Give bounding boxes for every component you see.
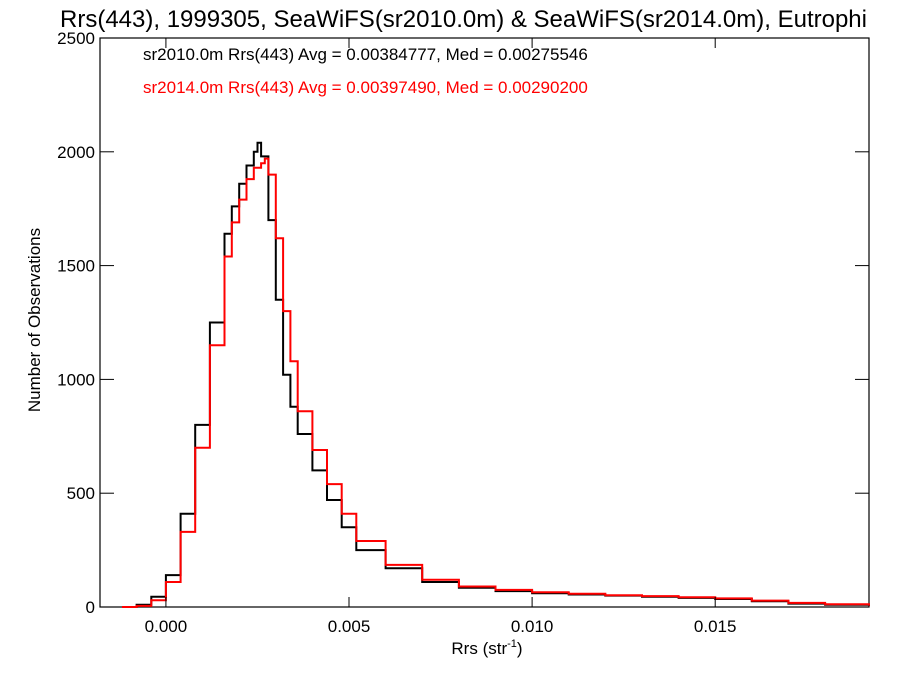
plot-area [122, 141, 870, 608]
chart-title: Rrs(443), 1999305, SeaWiFS(sr2010.0m) & … [60, 6, 867, 33]
x-tick-label: 0.005 [328, 617, 371, 636]
legend: sr2010.0m Rrs(443) Avg = 0.00384777, Med… [143, 45, 588, 97]
y-tick-label: 2500 [57, 29, 95, 48]
x-axis-title-base: Rrs (str [451, 639, 507, 658]
y-tick-label: 0 [86, 598, 95, 617]
y-tick-label: 1500 [57, 257, 95, 276]
y-axis: 0 500 1000 1500 2000 2500 [57, 29, 869, 617]
y-tick-label: 500 [67, 484, 95, 503]
series-line-sr2010.0m [122, 141, 870, 608]
x-axis: 0.000 0.005 0.010 0.015 [145, 38, 737, 636]
x-axis-title-close: ) [517, 639, 523, 658]
x-axis-title: Rrs (str-1) [451, 638, 522, 658]
x-tick-label: 0.010 [511, 617, 554, 636]
legend-label-sr2010: sr2010.0m Rrs(443) Avg = 0.00384777, Med… [143, 45, 588, 64]
series-line-sr2014.0m [122, 157, 870, 608]
plot-frame [99, 37, 870, 608]
x-axis-title-sup: -1 [507, 638, 517, 650]
y-axis-title: Number of Observations [25, 228, 44, 412]
y-tick-label: 1000 [57, 370, 95, 389]
legend-label-sr2014: sr2014.0m Rrs(443) Avg = 0.00397490, Med… [143, 78, 588, 97]
y-tick-label: 2000 [57, 143, 95, 162]
x-tick-label: 0.015 [694, 617, 737, 636]
x-tick-label: 0.000 [145, 617, 188, 636]
